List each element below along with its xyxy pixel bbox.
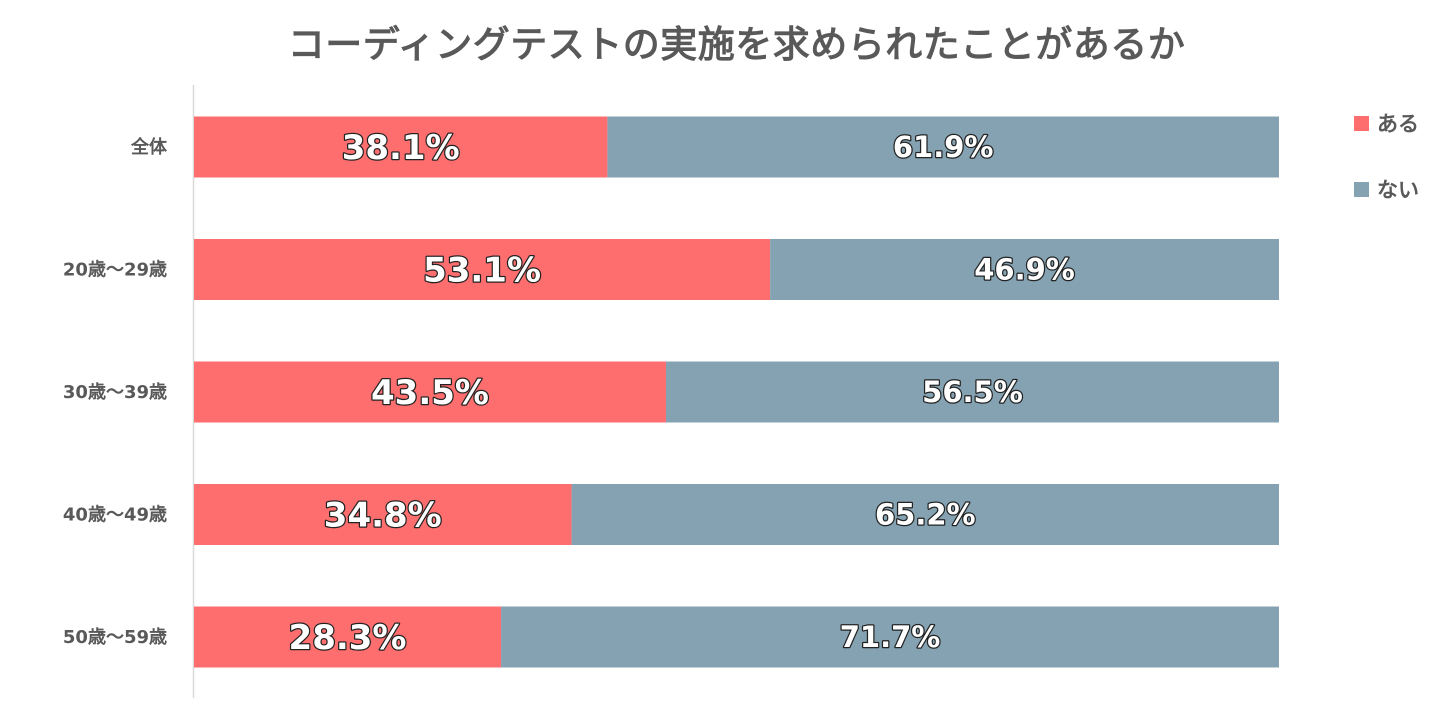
data-label: 46.9% [974,253,1075,287]
legend: ある ない [1354,108,1419,240]
bar-segment-nai [607,116,1279,178]
data-label: 34.8% [324,496,442,536]
bar-segment-aru [194,606,502,668]
legend-item-aru: ある [1354,108,1419,138]
data-label: 61.9% [893,130,994,164]
data-label: 38.1% [342,128,460,168]
data-label: 71.7% [840,620,941,654]
bar-segment-aru [194,361,666,423]
data-label: 65.2% [875,498,976,532]
bar-segment-nai [770,239,1279,300]
bar-segment-nai [665,361,1279,423]
data-label: 28.3% [289,618,407,658]
data-label: 53.1% [423,251,541,291]
legend-label-nai: ない [1377,178,1419,202]
category-label: 40歳～49歳 [63,505,167,526]
legend-swatch-nai [1354,181,1369,197]
bar-segment-aru [194,116,608,178]
bar-segment-nai [501,606,1279,668]
category-label: 50歳～59歳 [63,627,167,648]
legend-item-nai: ない [1354,174,1419,204]
data-label: 43.5% [371,373,489,413]
data-label: 56.5% [922,375,1023,409]
category-label: 30歳～39歳 [63,382,167,403]
category-label: 全体 [130,136,168,158]
bar-segment-aru [194,239,771,300]
legend-swatch-aru [1354,115,1369,131]
bar-segment-aru [194,484,572,545]
category-label: 20歳～29歳 [63,260,167,281]
legend-label-aru: ある [1377,112,1419,136]
bar-segment-nai [571,484,1279,545]
chart-title: コーディングテストの実施を求められたことがあるか [287,23,1186,66]
